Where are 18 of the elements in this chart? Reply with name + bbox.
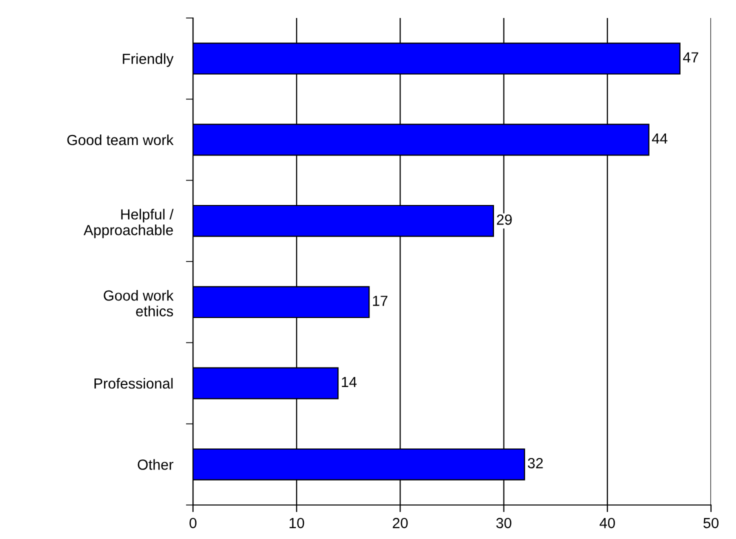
y-tick-label: Helpful / Approachable [84, 208, 174, 238]
data-label: 17 [373, 296, 388, 306]
y-tick-label: Friendly [122, 53, 174, 67]
x-tick-label: 20 [392, 518, 408, 528]
x-tick-label: 30 [496, 518, 512, 528]
y-tick-label: Good team work [67, 134, 174, 146]
x-tick-label: 0 [190, 518, 196, 528]
data-label: 47 [683, 52, 698, 62]
y-tick-label: Good work ethics [104, 290, 174, 316]
x-tick-label: 10 [290, 518, 304, 528]
data-label: 44 [652, 133, 668, 144]
data-label: 14 [342, 376, 357, 388]
y-tick-label: Other [138, 459, 174, 470]
data-label: 32 [528, 458, 543, 468]
y-tick-label: Professional [94, 378, 173, 389]
x-tick-label: 40 [600, 518, 615, 528]
x-tick-label: 50 [703, 518, 719, 528]
data-label: 29 [496, 214, 512, 225]
